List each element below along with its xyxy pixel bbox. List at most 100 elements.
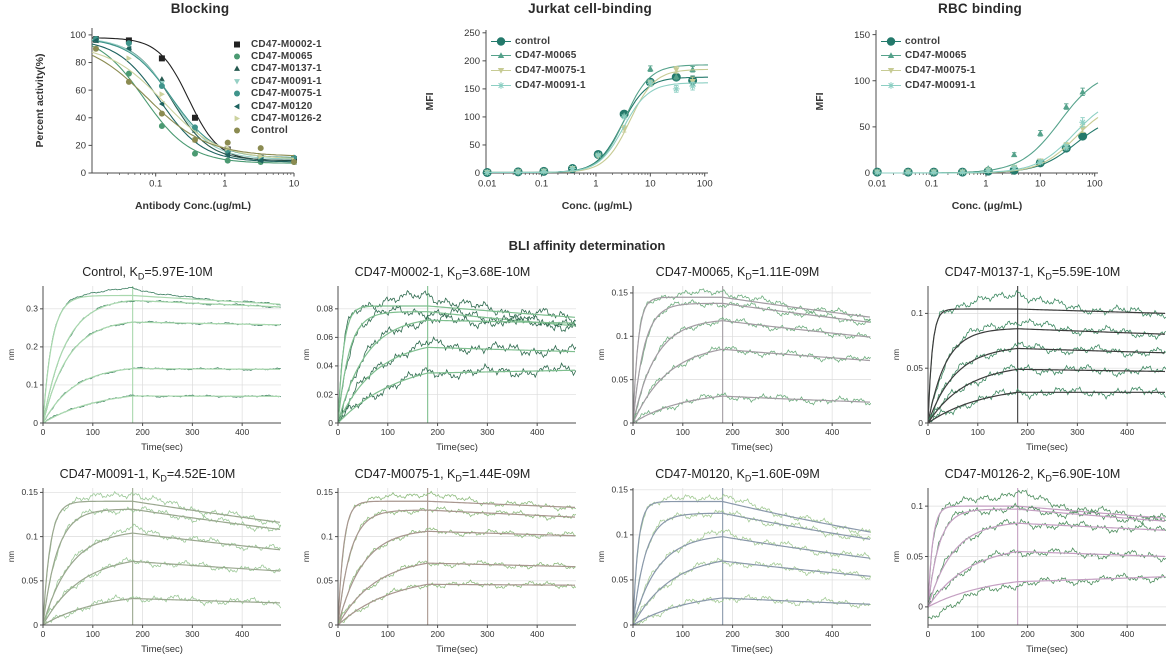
bli-m0065-trace-4 <box>632 346 872 424</box>
bli-control-title: Control, KD=5.97E-10M <box>5 263 290 282</box>
bli-m0126-2-trace-4 <box>927 547 1167 608</box>
svg-text:0: 0 <box>81 168 86 179</box>
bli-m0126-2-trace-1 <box>927 489 1167 608</box>
bli-control-chart: Control, KD=5.97E-10M 0 0.1 0.2 0.3 0 100 200 30… <box>5 263 290 459</box>
svg-text:300: 300 <box>1070 427 1084 437</box>
svg-text:0.1: 0.1 <box>911 308 923 318</box>
svg-text:0: 0 <box>41 427 46 437</box>
bli-m0126-2-trace-5 <box>927 572 1167 620</box>
bli-m0075-1-title: CD47-M0075-1, KD=1.44E-09M <box>300 465 585 484</box>
bli-m0075-1-trace-3 <box>337 527 576 626</box>
svg-text:0: 0 <box>631 427 636 437</box>
svg-text:200: 200 <box>725 427 739 437</box>
bli-m0137-1-trace-5 <box>927 386 1167 424</box>
blocking-legend: CD47-M0002-1 CD47-M0065 CD47-M0137-1 CD47-M… <box>226 38 322 137</box>
circle-marker-icon <box>234 127 240 134</box>
bli-title-text: =5.97E-10M <box>144 265 213 279</box>
blocking-legend-item: CD47-M0091-1 <box>226 75 322 87</box>
circle-marker-icon <box>234 90 240 97</box>
tri-up-marker-icon <box>881 52 901 59</box>
bli-m0126-2-trace-3 <box>927 518 1167 608</box>
svg-text:300: 300 <box>480 427 494 437</box>
svg-text:Time(sec): Time(sec) <box>436 442 478 453</box>
bli-m0075-1-chart: CD47-M0075-1, KD=1.44E-09M 0 0.05 0.1 0.15 0 1… <box>300 465 585 661</box>
bli-title-text: D <box>455 271 462 282</box>
bli-title-text: CD47-M0091-1, K <box>59 467 161 481</box>
svg-text:Time(sec): Time(sec) <box>436 644 478 655</box>
svg-text:0.15: 0.15 <box>21 487 38 497</box>
bli-m0065-axes <box>630 286 871 426</box>
tri-up-marker-icon <box>491 52 511 59</box>
svg-text:nm: nm <box>7 551 16 562</box>
blocking-series-Control <box>91 45 297 165</box>
bli-m0091-1-trace-4 <box>42 556 282 626</box>
svg-text:200: 200 <box>135 629 149 639</box>
svg-text:200: 200 <box>1020 427 1034 437</box>
svg-text:300: 300 <box>775 427 789 437</box>
rbc-svg: 0 50 100 150 0.01 0.1 1 10 100 Conc. (μg/mL) MFI <box>814 30 1103 212</box>
bli-m0126-2-svg: 0 0.05 0.1 0 100 200 300 400 Time(sec) nm <box>892 488 1167 655</box>
rbc-legend-item: CD47-M0091-1 <box>880 78 976 93</box>
bli-m0091-1-trace-3 <box>42 523 282 626</box>
bli-m0091-1-chart: CD47-M0091-1, KD=4.52E-10M 0 0.05 0.1 0.15 0 1… <box>5 465 290 661</box>
bli-m0002-1-chart: CD47-M0002-1, KD=3.68E-10M 0 0.02 0.04 0.06 0… <box>300 263 585 459</box>
svg-text:Percent activity(%): Percent activity(%) <box>34 54 46 148</box>
svg-text:nm: nm <box>892 551 901 562</box>
svg-text:80: 80 <box>75 58 86 69</box>
bli-m0126-2-axes <box>925 488 1166 628</box>
jurkat-binding-chart-title: Jurkat cell-binding <box>528 1 652 16</box>
bli-m0091-1-trace-1 <box>42 490 282 626</box>
svg-text:nm: nm <box>892 349 901 360</box>
jurkat-legend-item: CD47-M0065 <box>490 49 586 64</box>
bli-m0126-2-trace-2 <box>927 502 1167 610</box>
svg-text:100: 100 <box>971 629 985 639</box>
bli-title-text: CD47-M0065, K <box>655 265 746 279</box>
bli-m0137-1-svg: 0 0.05 0.1 0 100 200 300 400 Time(sec) nm <box>892 286 1167 453</box>
bli-m0065-trace-2 <box>632 299 872 424</box>
bli-m0065-trace-1 <box>632 288 871 424</box>
svg-text:1: 1 <box>983 179 988 190</box>
svg-text:nm: nm <box>597 551 606 562</box>
svg-text:0: 0 <box>623 418 628 428</box>
bli-m0126-2-chart: CD47-M0126-2, KD=6.90E-10M 0 0.05 0.1 0 100 20… <box>890 465 1174 661</box>
svg-text:1: 1 <box>593 179 598 190</box>
svg-text:10: 10 <box>645 179 656 190</box>
svg-text:100: 100 <box>381 427 395 437</box>
svg-text:0: 0 <box>865 168 870 179</box>
bli-m0075-1-trace-5 <box>337 579 577 626</box>
tri-down-marker-icon <box>491 67 511 74</box>
jurkat-legend-item: CD47-M0075-1 <box>490 63 586 78</box>
rbc-legend-item: control <box>880 34 976 49</box>
svg-text:10: 10 <box>1035 179 1046 190</box>
star-marker-icon <box>881 81 901 89</box>
legend-label: CD47-M0075-1 <box>515 64 586 76</box>
svg-text:100: 100 <box>971 427 985 437</box>
svg-text:0.15: 0.15 <box>611 485 628 495</box>
svg-text:0: 0 <box>41 629 46 639</box>
svg-text:0.3: 0.3 <box>26 304 38 314</box>
tri-left-marker-icon <box>234 103 240 110</box>
svg-text:300: 300 <box>185 629 199 639</box>
bli-control-grid <box>43 286 281 424</box>
bli-title-text: D <box>137 271 145 282</box>
rbc-series-control <box>872 127 1099 177</box>
bli-m0126-2-title: CD47-M0126-2, KD=6.90E-10M <box>890 465 1174 484</box>
svg-text:Antibody Conc.(ug/mL): Antibody Conc.(ug/mL) <box>135 200 251 212</box>
svg-text:0.05: 0.05 <box>316 576 333 586</box>
bli-m0137-1-trace-4 <box>927 363 1167 424</box>
svg-text:100: 100 <box>86 629 100 639</box>
tri-right-marker-icon <box>234 115 240 122</box>
svg-text:100: 100 <box>676 427 690 437</box>
svg-text:Conc. (μg/mL): Conc. (μg/mL) <box>952 200 1023 212</box>
svg-text:0: 0 <box>918 602 923 612</box>
legend-label: CD47-M0065 <box>905 50 967 62</box>
bli-m0137-1-axes <box>925 286 1166 426</box>
svg-text:0.01: 0.01 <box>478 179 497 190</box>
svg-text:250: 250 <box>464 28 480 39</box>
svg-text:300: 300 <box>185 427 199 437</box>
bli-m0137-1-title: CD47-M0137-1, KD=5.59E-10M <box>890 263 1174 282</box>
svg-text:100: 100 <box>1087 179 1103 190</box>
rbc-binding-chart-title: RBC binding <box>938 1 1022 16</box>
svg-text:200: 200 <box>135 427 149 437</box>
bli-control-trace-2 <box>42 299 281 424</box>
